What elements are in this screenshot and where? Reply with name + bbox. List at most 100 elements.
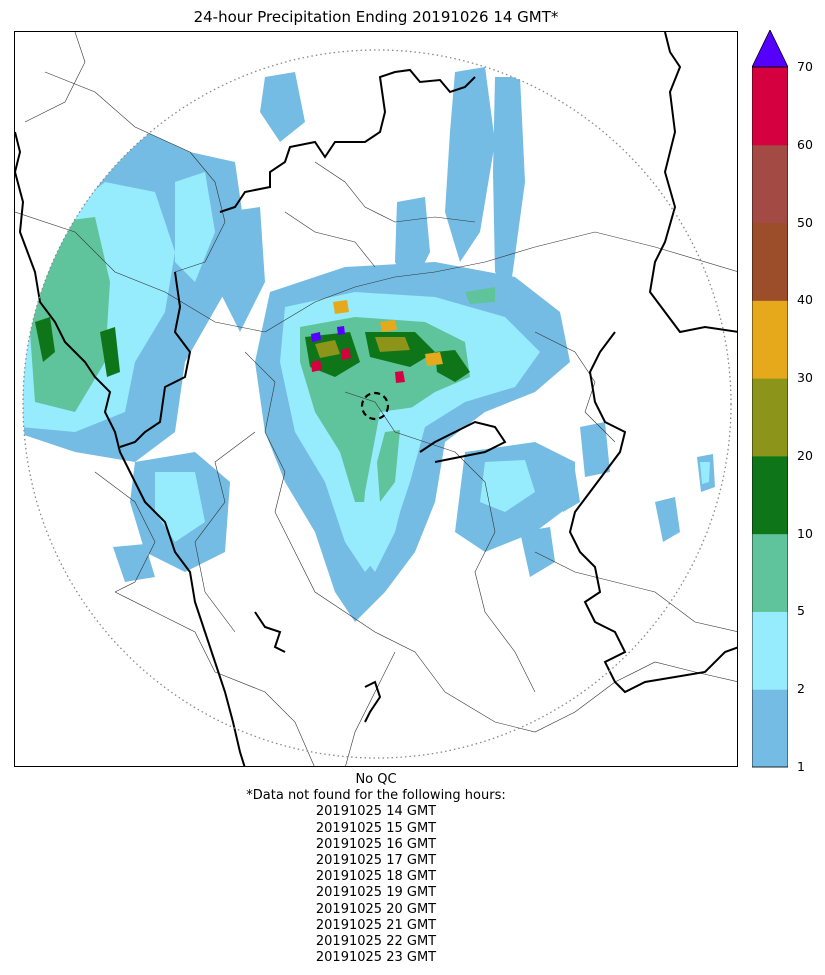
colorbar-segment — [752, 300, 788, 379]
admin-boundary — [314, 161, 476, 223]
admin-boundary — [454, 451, 536, 693]
precip-area — [175, 172, 215, 282]
colorbar-extend-arrow — [752, 30, 788, 68]
national-boundary — [648, 32, 737, 334]
missing-hour: 20191025 16 GMT — [315, 836, 437, 852]
national-boundary — [568, 331, 737, 694]
precip-area — [425, 352, 443, 366]
precip-area — [311, 332, 321, 342]
precip-area — [260, 72, 305, 142]
colorbar — [752, 30, 788, 768]
admin-boundary — [15, 211, 266, 333]
colorbar-tick-label: 40 — [797, 292, 813, 308]
admin-boundary — [434, 231, 737, 273]
admin-boundary — [534, 331, 616, 443]
admin-boundary — [194, 431, 256, 633]
precip-area — [315, 340, 340, 358]
precip-area — [580, 422, 610, 477]
precip-area — [220, 207, 265, 332]
admin-boundary — [94, 471, 156, 593]
radar-range-ring — [22, 49, 732, 759]
missing-hour: 20191025 19 GMT — [315, 885, 437, 901]
national-boundary — [15, 131, 246, 766]
map-footer: No QC *Data not found for the following … — [14, 772, 738, 966]
precipitation-field — [23, 67, 715, 622]
colorbar-tick-label: 5 — [797, 603, 805, 619]
precip-area — [493, 77, 525, 292]
colorbar-segment — [752, 222, 788, 301]
precip-area — [155, 472, 205, 542]
precip-area — [655, 497, 680, 542]
precip-area — [435, 350, 470, 382]
colorbar-tick-label: 60 — [797, 136, 813, 152]
national-boundary — [254, 611, 286, 653]
national-boundary — [119, 271, 192, 448]
national-boundary — [219, 68, 476, 213]
admin-boundary — [264, 271, 436, 333]
precip-area — [113, 544, 155, 582]
admin-boundary — [444, 681, 616, 733]
colorbar-segment — [752, 67, 788, 146]
precip-area — [700, 462, 710, 484]
precip-area — [35, 317, 55, 362]
admin-boundary — [214, 671, 315, 766]
admin-boundary — [24, 32, 86, 123]
colorbar-segment — [752, 144, 788, 224]
missing-hour: 20191025 20 GMT — [315, 901, 437, 917]
colorbar-segment — [752, 533, 788, 612]
precip-area — [380, 320, 397, 332]
map-title: 24-hour Precipitation Ending 20191026 14… — [193, 8, 559, 26]
precip-area — [480, 460, 535, 512]
colorbar-tick-label: 70 — [797, 59, 813, 74]
colorbar-segment — [752, 689, 788, 768]
admin-boundary — [345, 651, 396, 766]
admin-boundary — [294, 551, 446, 693]
missing-hour: 20191025 14 GMT — [315, 804, 437, 820]
precip-area — [337, 326, 345, 335]
colorbar-segment — [752, 378, 788, 457]
colorbar-segment — [752, 455, 788, 535]
precip-area — [311, 360, 322, 372]
admin-boundary — [284, 211, 376, 268]
radar-map[interactable] — [14, 31, 738, 767]
precip-area — [395, 371, 405, 383]
missing-hour: 20191025 15 GMT — [315, 820, 437, 836]
precip-area — [341, 348, 351, 360]
admin-boundary — [614, 661, 737, 683]
colorbar-tick-label: 1 — [797, 759, 805, 774]
colorbar-tick-label: 2 — [797, 681, 805, 697]
colorbar-segment — [752, 611, 788, 690]
missing-hour: 20191025 23 GMT — [315, 950, 437, 966]
precip-area — [375, 337, 410, 352]
admin-boundaries — [15, 32, 737, 766]
precip-area — [520, 527, 555, 577]
missing-hour: 20191025 21 GMT — [315, 917, 437, 933]
colorbar-tick-label: 20 — [797, 447, 813, 463]
missing-hour: 20191025 22 GMT — [315, 934, 437, 950]
colorbar-outline — [752, 66, 788, 768]
admin-boundary — [174, 151, 226, 273]
missing-hour: 20191025 17 GMT — [315, 853, 437, 869]
missing-hour: 20191025 18 GMT — [315, 869, 437, 885]
national-boundary — [419, 420, 507, 463]
precip-area — [377, 430, 400, 502]
admin-boundary — [344, 391, 456, 453]
colorbar-tick-label: 30 — [797, 370, 813, 386]
precip-area — [100, 327, 120, 377]
colorbar-tick-label: 10 — [797, 525, 813, 541]
radar-site-marker — [360, 391, 390, 421]
missing-data-header: *Data not found for the following hours: — [246, 788, 506, 804]
national-boundary — [364, 680, 382, 723]
precip-area — [445, 67, 495, 262]
admin-boundary — [534, 551, 737, 632]
precipitation-map-svg — [15, 32, 737, 766]
admin-boundary — [114, 591, 216, 673]
precip-area — [333, 300, 349, 314]
colorbar-tick-label: 50 — [797, 214, 813, 230]
national-boundaries — [15, 32, 737, 766]
admin-boundary — [244, 351, 296, 553]
qc-status-text: No QC — [355, 772, 397, 787]
precip-area — [465, 287, 495, 304]
precip-area — [555, 470, 580, 512]
admin-boundary — [44, 71, 191, 153]
